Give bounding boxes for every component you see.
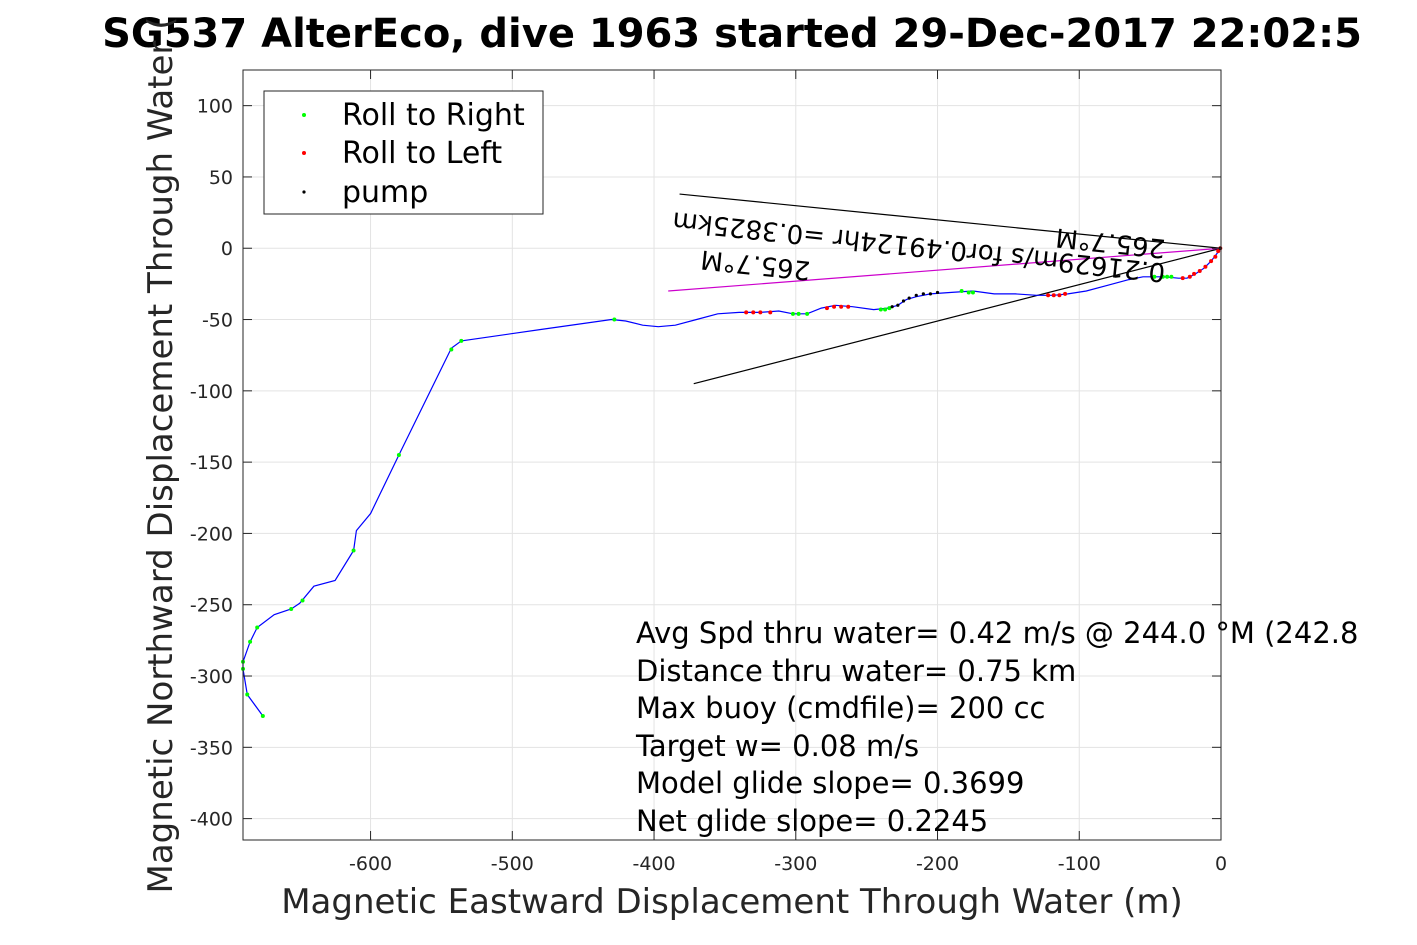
legend-box [263,90,544,215]
roll-right-point [1152,274,1157,279]
roll-left-point [751,310,756,315]
pump-point [928,292,933,296]
annotation-avg-speed: Avg Spd thru water= 0.42 m/s @ 244.0 °M … [636,616,1358,650]
roll-left-point [824,306,829,311]
legend-label-roll-left: Roll to Left [342,136,502,171]
chart-title: SG537 AlterEco, dive 1963 started 29-Dec… [102,11,1362,57]
roll-right-point [883,307,888,312]
annotation-target-w: Target w= 0.08 m/s [635,729,919,763]
roll-right-point [449,347,454,352]
y-tick-label: -200 [190,523,233,545]
cone-upper-line [679,193,1222,249]
roll-right-point [245,692,250,697]
roll-right-point [289,607,294,611]
roll-left-point [1187,274,1192,279]
cone-lower-line [693,247,1222,385]
roll-left-point [1192,271,1197,276]
roll-left-point [768,310,773,315]
y-tick-label: -50 [202,310,233,332]
annotation-max-buoy: Max buoy (cmdfile)= 200 cc [636,691,1045,725]
roll-right-point [459,338,464,343]
current-vector-line [668,247,1222,292]
roll-left-point [1057,293,1062,298]
x-axis-label: Magnetic Eastward Displacement Through W… [281,882,1183,922]
roll-left-point [832,304,837,309]
roll-right-point [1169,274,1174,279]
roll-left-point [839,304,844,309]
roll-left-point [1197,269,1202,274]
roll-right-point [796,311,801,316]
roll-right-point [260,713,265,718]
roll-left-point [1216,249,1221,254]
roll-left-point [1180,276,1185,281]
x-tick-label: -100 [1058,853,1101,875]
roll-right-point [966,290,971,295]
roll-right-point [612,317,617,322]
legend-label-pump: pump [342,175,428,210]
x-tick-label: -400 [632,853,675,875]
pump-point [935,290,940,295]
current-cone [668,193,1222,385]
roll-points [241,246,1223,718]
y-tick-label: 100 [197,96,233,118]
x-tick-label: -200 [916,853,959,875]
y-tick-label: -100 [190,381,233,403]
roll-left-point [846,304,851,309]
legend-marker-roll-right [302,113,306,117]
roll-left-point [1051,293,1056,298]
roll-right-point [887,306,892,311]
legend: Roll to Right Roll to Left pump [263,90,544,215]
x-tick-label: 0 [1215,853,1227,875]
annotation-distance: Distance thru water= 0.75 km [636,654,1076,688]
y-tick-label: 50 [209,167,233,189]
axes [242,69,1222,841]
roll-right-point [255,625,260,630]
axes-box [242,69,1222,841]
roll-right-point [1160,274,1165,279]
pump-point [901,299,906,303]
annotation-model-glide: Model glide slope= 0.3699 [636,766,1024,800]
roll-left-point [758,310,763,315]
roll-right-point [970,290,975,295]
roll-right-point [790,311,795,316]
y-tick-label: -150 [190,452,233,474]
roll-right-point [396,453,401,457]
roll-right-point [805,311,810,316]
pump-point [907,296,911,300]
roll-right-point [300,598,305,603]
x-tick-label: -500 [491,853,534,875]
y-tick-label: 0 [221,238,233,260]
stats-annotations: Avg Spd thru water= 0.42 m/s @ 244.0 °M … [635,616,1358,838]
y-tick-label: -300 [190,666,233,688]
pump-point [921,292,925,296]
annotation-net-glide: Net glide slope= 0.2245 [636,804,988,838]
tick-labels: -600 -500 -400 -300 -200 -100 0-400-350-300-25… [190,96,1227,875]
pump-point [914,293,918,297]
roll-left-point [1203,264,1208,269]
roll-left-point [1213,254,1218,259]
y-tick-label: -400 [190,809,233,831]
pump-point [890,305,894,309]
y-tick-label: -250 [190,595,233,617]
pump-point [896,303,900,307]
y-tick-label: -350 [190,737,233,759]
roll-left-point [744,310,749,315]
roll-right-point [248,639,253,644]
legend-marker-roll-left [302,151,306,155]
legend-label-roll-right: Roll to Right [342,98,525,133]
roll-left-point [1209,259,1214,264]
roll-left-point [1046,293,1051,298]
roll-right-point [1165,274,1170,279]
x-tick-label: -300 [774,853,817,875]
roll-right-point [351,548,356,553]
roll-left-point [1063,291,1068,296]
x-tick-label: -600 [349,853,392,875]
legend-marker-pump [302,190,306,194]
roll-right-point [959,289,964,294]
roll-right-point [878,307,883,312]
y-axis-label: Magnetic Northward Displacement Through … [141,17,181,894]
